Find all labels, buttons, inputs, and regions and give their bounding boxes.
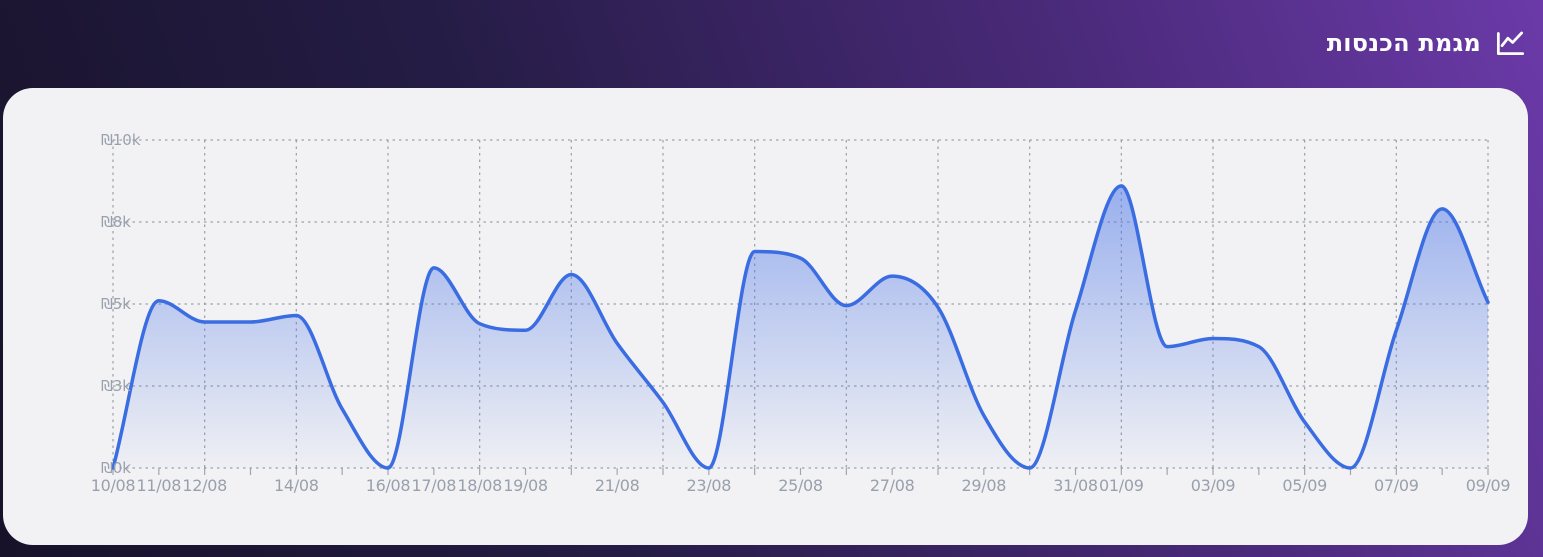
line-chart-icon xyxy=(1491,24,1529,62)
header: מגמת הכנסות xyxy=(0,0,1543,86)
page-title: מגמת הכנסות xyxy=(1326,29,1481,57)
revenue-area-fill xyxy=(113,185,1488,469)
revenue-line xyxy=(111,184,1490,470)
chart-card: ₪0k ₪3k ₪5k ₪8k ₪10k 10/08 11/08 12/08 14/08 16/… xyxy=(3,88,1528,545)
revenue-area-chart[interactable] xyxy=(3,88,1528,545)
